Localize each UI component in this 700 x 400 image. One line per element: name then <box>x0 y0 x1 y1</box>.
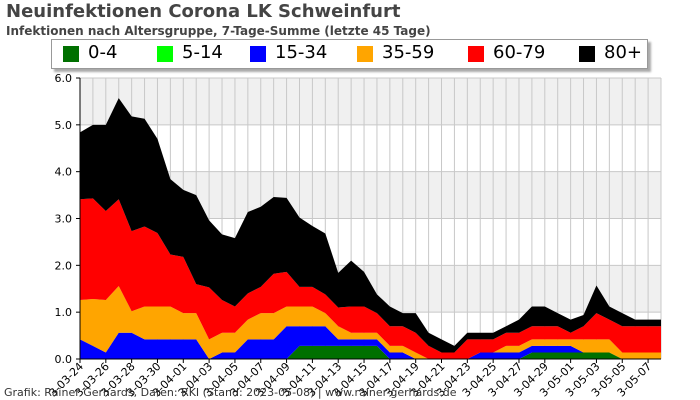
y-tick-label: 0.0 <box>55 353 73 366</box>
plot-band <box>80 124 661 172</box>
series-area-60-79 <box>80 198 661 359</box>
y-tick-label: 6.0 <box>55 72 73 85</box>
series-area-15-34 <box>80 326 661 359</box>
legend-label-15-34: 15-34 <box>275 42 328 63</box>
chart-credit: Grafik: Rainer Gerhards, Daten: RKI (Sta… <box>4 386 457 399</box>
legend-label-5-14: 5-14 <box>182 42 223 63</box>
plot-band <box>80 78 661 125</box>
y-tick-label: 3.0 <box>55 213 73 226</box>
legend-label-80-plus: 80+ <box>604 42 642 63</box>
series-area-80-plus <box>80 98 661 353</box>
y-tick-label: 2.0 <box>55 259 73 272</box>
chart-subtitle: Infektionen nach Altersgruppe, 7-Tage-Su… <box>6 24 431 38</box>
chart-title: Neuinfektionen Corona LK Schweinfurt <box>6 1 401 22</box>
legend-swatch-5-14 <box>157 46 173 62</box>
y-tick-label: 4.0 <box>55 166 73 179</box>
legend-swatch-80-plus <box>579 46 595 62</box>
y-tick-label: 1.0 <box>55 306 73 319</box>
legend-swatch-0-4 <box>63 46 79 62</box>
legend-label-0-4: 0-4 <box>88 42 118 63</box>
legend-swatch-15-34 <box>250 46 266 62</box>
legend-label-35-59: 35-59 <box>382 42 435 63</box>
legend: 0-4 5-14 15-34 35-59 60-79 80+ <box>51 39 648 69</box>
series-area-35-59 <box>80 285 661 359</box>
series-area-0-4 <box>80 345 661 359</box>
legend-label-60-79: 60-79 <box>493 42 546 63</box>
legend-swatch-35-59 <box>357 46 373 62</box>
y-tick-label: 5.0 <box>55 119 73 132</box>
legend-swatch-60-79 <box>468 46 484 62</box>
